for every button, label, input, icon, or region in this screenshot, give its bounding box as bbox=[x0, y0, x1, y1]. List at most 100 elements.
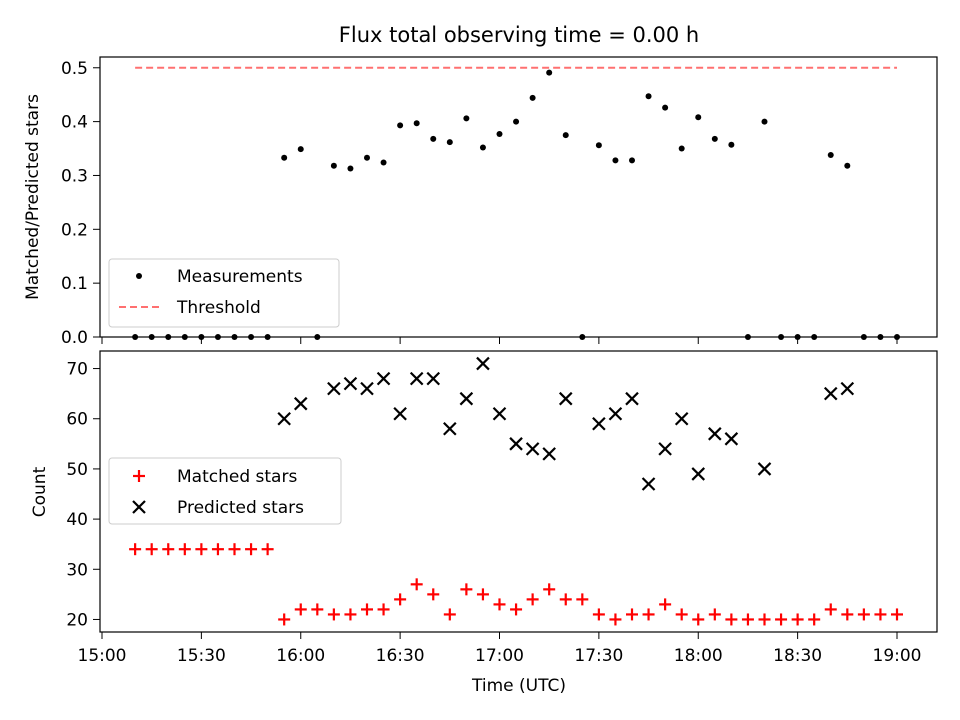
matched-star-point bbox=[427, 588, 440, 601]
predicted-star-point bbox=[542, 447, 556, 461]
predicted-star-point bbox=[708, 427, 722, 441]
measurement-point bbox=[778, 334, 785, 340]
matched-star-point bbox=[559, 593, 572, 606]
matched-star-point bbox=[294, 603, 307, 616]
y-tick-label: 50 bbox=[66, 460, 88, 480]
matched-star-point bbox=[261, 543, 274, 556]
matched-star-point bbox=[775, 613, 788, 626]
matched-star-point bbox=[692, 613, 705, 626]
count-plot-panel: 20 30 40 50 60 70 15:00 15:30 16:00 16:30 17:00 17… bbox=[30, 350, 938, 696]
predicted-star-point bbox=[525, 442, 540, 456]
predicted-star-point bbox=[641, 477, 656, 491]
y-tick-label: 60 bbox=[66, 410, 88, 430]
measurement-point bbox=[711, 135, 718, 142]
predicted-star-point bbox=[625, 391, 639, 406]
matched-star-point bbox=[592, 608, 605, 621]
ratio-legend: Measurements Threshold bbox=[108, 258, 340, 328]
y-tick-label: 40 bbox=[66, 510, 88, 530]
measurement-point bbox=[314, 334, 321, 340]
measurement-point bbox=[513, 118, 520, 125]
ratio-y-ticks: 0.0 0.1 0.2 0.3 0.4 0.5 bbox=[61, 59, 100, 348]
matched-star-point bbox=[626, 608, 638, 621]
matched-star-point bbox=[493, 598, 506, 611]
x-tick-label: 15:00 bbox=[78, 646, 127, 666]
x-axis-label: Time (UTC) bbox=[471, 676, 566, 696]
measurement-point bbox=[479, 144, 486, 151]
measurement-point bbox=[264, 334, 271, 340]
ratio-plot-panel: 0.0 0.1 0.2 0.3 0.4 0.5 Matched/Predicted sta… bbox=[23, 56, 938, 348]
matched-star-point bbox=[526, 593, 539, 606]
predicted-star-point bbox=[476, 356, 490, 371]
predicted-star-point bbox=[409, 371, 424, 386]
measurement-point bbox=[397, 122, 404, 129]
matched-star-point bbox=[129, 543, 142, 556]
predicted-star-point bbox=[823, 386, 838, 401]
matched-star-point bbox=[394, 593, 407, 606]
measurement-point bbox=[330, 162, 337, 169]
matched-star-point bbox=[443, 608, 456, 621]
legend-threshold-label: Threshold bbox=[176, 298, 261, 318]
measurement-point bbox=[894, 334, 900, 340]
matched-star-point bbox=[857, 608, 870, 621]
y-tick-label: 0.1 bbox=[61, 274, 88, 294]
count-y-ticks: 20 30 40 50 60 70 bbox=[66, 360, 100, 630]
x-tick-label: 16:00 bbox=[276, 646, 325, 666]
count-y-axis-label: Count bbox=[30, 466, 50, 517]
matched-star-point bbox=[891, 608, 903, 621]
legend-matched-label: Matched stars bbox=[177, 467, 297, 487]
y-tick-label: 30 bbox=[66, 560, 88, 580]
y-tick-label: 0.3 bbox=[61, 166, 88, 186]
measurement-point bbox=[463, 115, 470, 122]
measurement-point bbox=[546, 69, 553, 76]
matched-star-point bbox=[725, 613, 738, 626]
measurement-point bbox=[347, 165, 354, 172]
predicted-star-point bbox=[658, 442, 672, 456]
matched-star-point bbox=[344, 608, 357, 621]
ratio-plot-frame bbox=[99, 56, 938, 338]
measurement-point bbox=[662, 104, 669, 111]
matched-star-point bbox=[145, 543, 158, 556]
predicted-star-point bbox=[674, 411, 689, 426]
measurement-point bbox=[629, 157, 635, 164]
predicted-star-point bbox=[343, 376, 358, 391]
count-legend: Matched stars Predicted stars bbox=[108, 457, 342, 525]
matched-star-point bbox=[245, 543, 258, 556]
matched-star-point bbox=[576, 593, 589, 606]
matched-star-point bbox=[659, 598, 672, 611]
matched-star-point bbox=[874, 608, 887, 621]
x-tick-label: 17:00 bbox=[475, 646, 524, 666]
measurement-point bbox=[446, 139, 453, 146]
matched-star-point bbox=[791, 613, 804, 626]
measurement-point bbox=[844, 162, 851, 169]
measurement-point bbox=[761, 118, 768, 125]
measurement-point bbox=[728, 141, 735, 148]
x-tick-label: 19:00 bbox=[873, 646, 922, 666]
y-tick-label: 0.5 bbox=[61, 59, 88, 79]
matched-star-point bbox=[543, 583, 556, 596]
predicted-star-point bbox=[757, 462, 772, 476]
matched-star-point bbox=[708, 608, 721, 621]
predicted-star-point bbox=[327, 381, 341, 396]
measurement-point bbox=[678, 145, 685, 152]
predicted-star-point bbox=[293, 396, 308, 411]
measurement-point bbox=[132, 334, 139, 340]
measurement-point bbox=[430, 135, 437, 142]
measurement-point bbox=[860, 334, 867, 340]
legend-predicted-label: Predicted stars bbox=[177, 498, 304, 518]
y-tick-label: 70 bbox=[66, 360, 88, 380]
matched-star-point bbox=[841, 608, 854, 621]
predicted-star-point bbox=[277, 411, 291, 426]
measurement-point bbox=[281, 154, 288, 161]
y-tick-label: 0.4 bbox=[61, 113, 88, 133]
predicted-star-point bbox=[592, 416, 606, 431]
predicted-star-point bbox=[608, 406, 623, 421]
matched-star-point bbox=[178, 543, 191, 556]
measurement-point bbox=[148, 334, 155, 340]
measurement-point bbox=[595, 142, 602, 149]
measurement-point bbox=[794, 334, 801, 340]
predicted-star-point bbox=[376, 371, 391, 386]
measurement-point bbox=[214, 334, 221, 340]
x-tick-label: 18:00 bbox=[674, 646, 723, 666]
y-tick-label: 0.2 bbox=[61, 220, 88, 240]
